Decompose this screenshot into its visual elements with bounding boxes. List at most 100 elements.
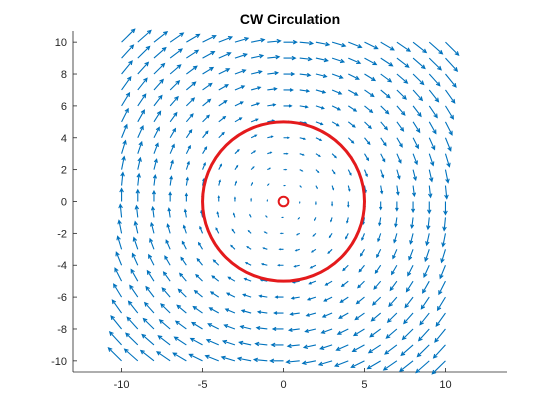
quiver-arrow [127, 317, 138, 329]
quiver-arrow [396, 202, 399, 211]
quiver-arrow [313, 233, 316, 236]
quiver-arrow [199, 243, 203, 249]
quiver-arrow [203, 83, 212, 89]
quiver-arrow [364, 90, 373, 96]
quiver-arrow [267, 104, 275, 106]
quiver-arrow [375, 265, 380, 273]
quiver-arrow [125, 349, 138, 361]
quiver-arrow [235, 150, 239, 154]
quiver-arrow [265, 232, 268, 233]
quiver-arrow [357, 297, 365, 303]
quiver-arrow [135, 206, 138, 218]
quiver-arrow [111, 316, 122, 329]
quiver-arrow [145, 303, 154, 313]
quiver-arrow [300, 138, 305, 140]
quiver-arrow [394, 233, 397, 242]
quiver-arrow [436, 313, 445, 326]
y-tick-label: 6 [61, 101, 67, 113]
quiver-arrow [413, 170, 416, 180]
quiver-arrow [413, 154, 417, 164]
quiver-arrow [235, 102, 243, 106]
quiver-arrow [197, 259, 202, 265]
quiver-arrow [381, 90, 390, 98]
quiver-arrow [439, 281, 446, 294]
quiver-arrow [392, 265, 397, 274]
quiver-arrow [182, 242, 186, 250]
quiver-arrow [254, 358, 267, 362]
quiver-arrow [397, 74, 408, 83]
quiver-arrow [165, 256, 170, 265]
quiver-arrow [267, 136, 272, 138]
quiver-arrow [445, 154, 450, 167]
quiver-arrow [138, 126, 143, 138]
quiver-arrow [316, 58, 328, 62]
quiver-arrow [316, 74, 327, 77]
quiver-arrow [385, 345, 397, 354]
quiver-arrow [151, 207, 154, 217]
quiver-arrow [272, 343, 284, 347]
quiver-arrow [381, 42, 394, 50]
quiver-arrow [186, 130, 191, 138]
quiver-arrow [300, 57, 312, 61]
quiver-arrow [231, 245, 235, 249]
quiver-arrow [138, 142, 143, 154]
quiver-arrow [136, 190, 139, 202]
quiver-arrow [412, 202, 415, 212]
quiver-arrow [181, 257, 186, 265]
quiver-arrow [364, 154, 368, 160]
quiver-arrow [211, 292, 219, 297]
quiver-arrow [323, 313, 332, 317]
quiver-arrow [336, 345, 348, 350]
x-tick-label: 0 [280, 379, 286, 391]
quiver-arrow [397, 42, 410, 51]
quiver-arrow [348, 42, 361, 48]
quiver-arrow [147, 271, 154, 281]
quiver-arrow [338, 329, 349, 334]
quiver-arrow [186, 50, 198, 58]
quiver-arrow [258, 311, 267, 314]
quiver-arrow [424, 265, 429, 277]
quiver-arrow [203, 147, 207, 153]
quiver-arrow [332, 170, 335, 174]
quiver-arrow [351, 361, 364, 368]
quiver-arrow [297, 233, 300, 234]
quiver-arrow [284, 56, 296, 60]
quiver-arrow [235, 182, 237, 186]
quiver-arrow [397, 90, 406, 99]
quiver-arrow [347, 217, 349, 222]
quiver-arrow [122, 109, 129, 122]
quiver-arrow [168, 208, 171, 217]
quiver-arrow [183, 226, 186, 234]
quiver-arrow [300, 170, 303, 171]
x-tick-label: -10 [114, 379, 130, 391]
quiver-arrow [142, 335, 154, 345]
quiver-arrow [120, 189, 124, 202]
quiver-arrow [186, 34, 199, 42]
quiver-arrow [445, 122, 452, 135]
quiver-arrow [122, 61, 133, 74]
quiver-arrow [267, 152, 271, 154]
quiver-arrow [121, 173, 125, 186]
quiver-arrow [445, 106, 453, 119]
quiver-arrow [332, 58, 344, 63]
quiver-arrow [312, 249, 316, 252]
quiver-arrow [435, 329, 446, 342]
quiver-arrow [175, 337, 187, 345]
quiver-arrow [348, 202, 350, 207]
quiver-arrow [138, 158, 142, 170]
quiver-arrow [130, 285, 138, 297]
quiver-arrow [184, 210, 186, 218]
quiver-arrow [348, 186, 350, 191]
quiver-arrow [316, 138, 321, 141]
quiver-arrow [442, 233, 446, 246]
quiver-arrow [408, 265, 413, 275]
quiver-arrow [298, 217, 299, 218]
quiver-arrow [186, 114, 193, 122]
quiver-arrows [108, 29, 458, 374]
quiver-arrow [368, 361, 381, 369]
quiver-arrow [132, 254, 137, 266]
quiver-arrow [151, 223, 154, 233]
quiver-arrow [203, 115, 210, 121]
quiver-arrow [300, 89, 309, 92]
circles [203, 122, 365, 281]
